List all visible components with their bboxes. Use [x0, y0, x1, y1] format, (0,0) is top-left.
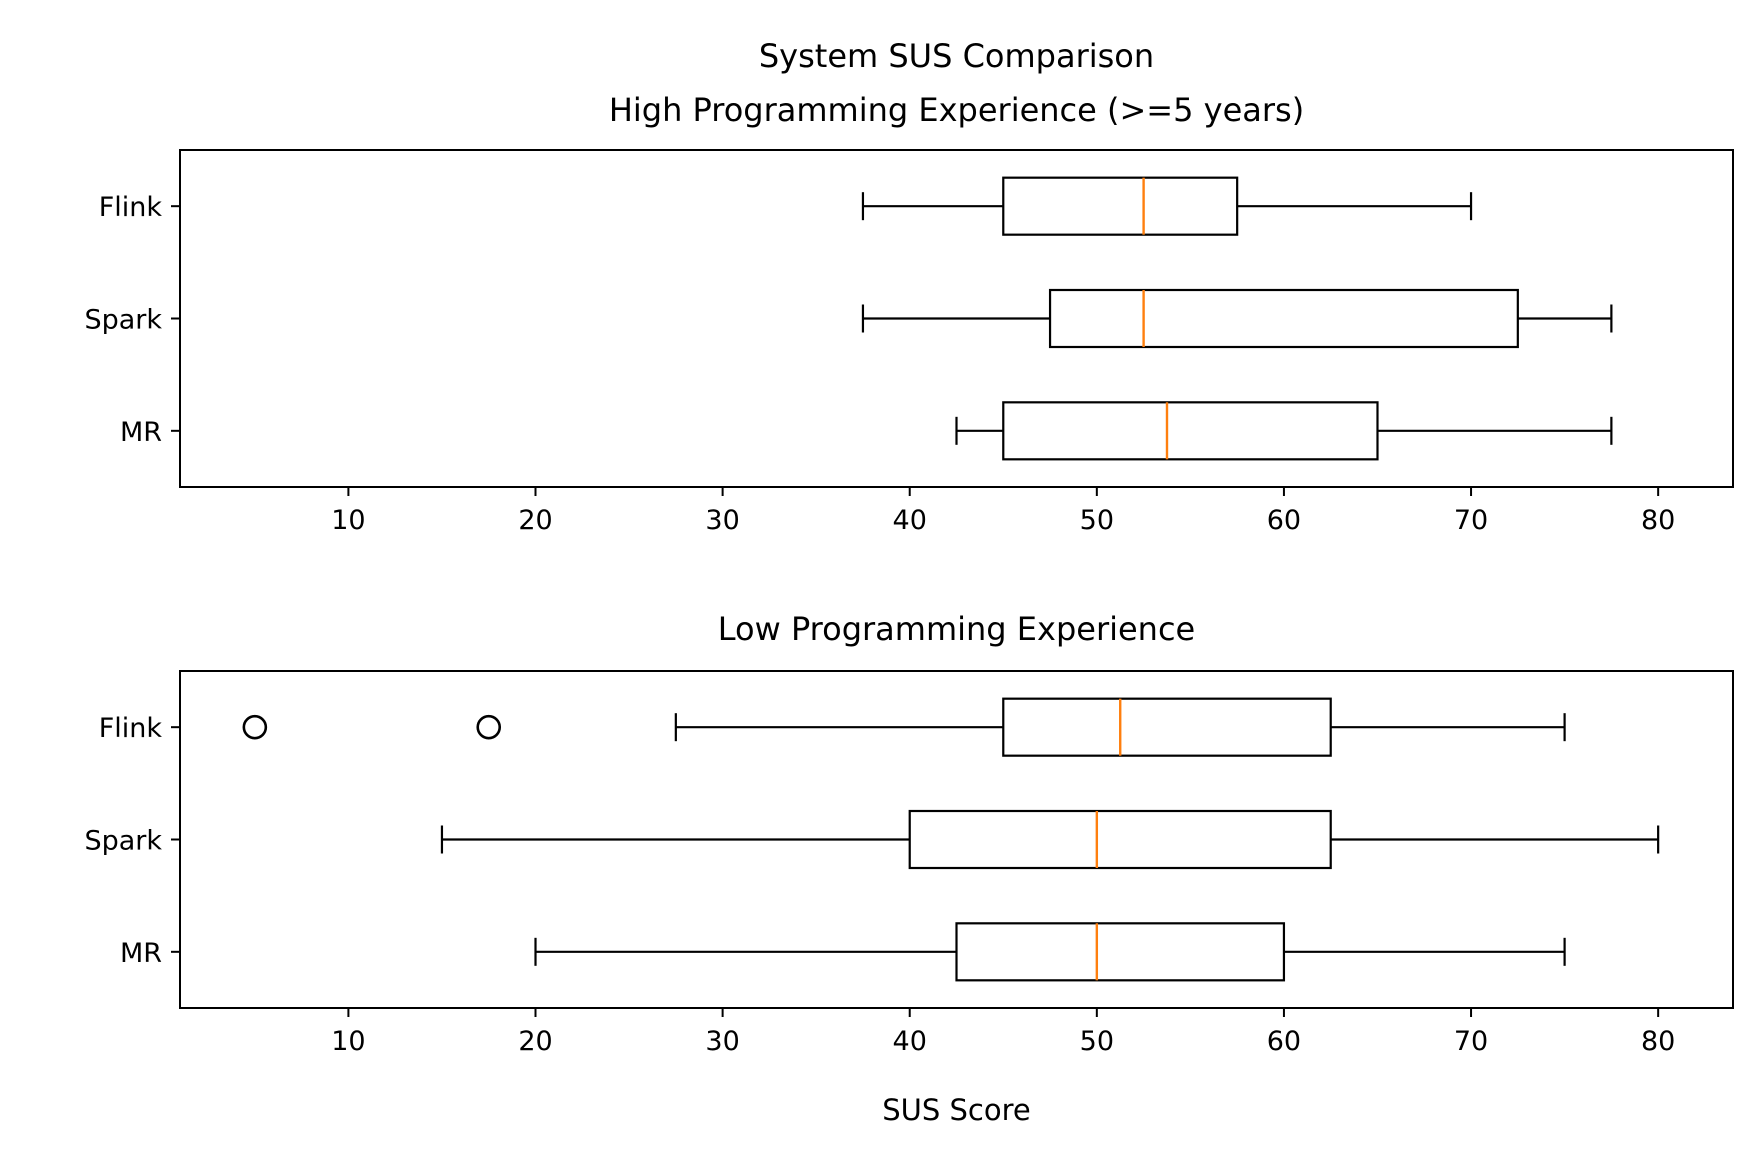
x-tick-label: 70	[1454, 1026, 1488, 1057]
iqr-box	[1002, 697, 1332, 757]
box-mr: MR	[120, 922, 1566, 982]
y-tick-label: Spark	[84, 826, 162, 857]
x-tick-label: 80	[1641, 1026, 1675, 1057]
iqr-box	[908, 809, 1332, 870]
x-tick-label: 50	[1080, 1026, 1114, 1057]
x-tick-label: 40	[893, 505, 927, 536]
x-tick-label: 30	[705, 505, 739, 536]
box-flink: Flink	[99, 697, 1566, 757]
subplot-2: Low Programming Experience 10 20 30 40 50 60 70…	[84, 610, 1734, 1127]
box-flink: Flink	[99, 176, 1473, 236]
x-tick-label: 70	[1454, 505, 1488, 536]
box-spark: Spark	[84, 288, 1613, 349]
x-tick-label: 20	[518, 1026, 552, 1057]
y-tick-label: MR	[120, 417, 162, 448]
x-tick-label: 20	[518, 505, 552, 536]
box-mr: MR	[120, 401, 1613, 461]
x-tick-label: 10	[331, 505, 365, 536]
chart-title-line-1: System SUS Comparison	[759, 37, 1154, 75]
subplot-1: System SUS Comparison High Programming Ex…	[84, 37, 1734, 536]
chart-title: Low Programming Experience	[718, 610, 1195, 648]
iqr-box	[1048, 288, 1519, 349]
x-tick-label: 60	[1267, 1026, 1301, 1057]
x-tick-label: 60	[1267, 505, 1301, 536]
x-tick-label: 10	[331, 1026, 365, 1057]
outlier-point	[242, 714, 268, 740]
y-tick-label: Spark	[84, 305, 162, 336]
iqr-box	[955, 922, 1286, 982]
outlier-point	[476, 714, 502, 740]
y-tick-label: Flink	[99, 713, 163, 744]
x-tick-label: 40	[893, 1026, 927, 1057]
x-tick-label: 30	[705, 1026, 739, 1057]
iqr-box	[1002, 176, 1239, 236]
y-tick-label: Flink	[99, 192, 163, 223]
y-tick-label: MR	[120, 938, 162, 969]
box-spark: Spark	[84, 809, 1660, 870]
x-axis-label: SUS Score	[882, 1093, 1030, 1127]
chart-title-line-2: High Programming Experience (>=5 years)	[609, 91, 1304, 129]
x-tick-label: 80	[1641, 505, 1675, 536]
iqr-box	[1002, 401, 1379, 461]
x-tick-label: 50	[1080, 505, 1114, 536]
